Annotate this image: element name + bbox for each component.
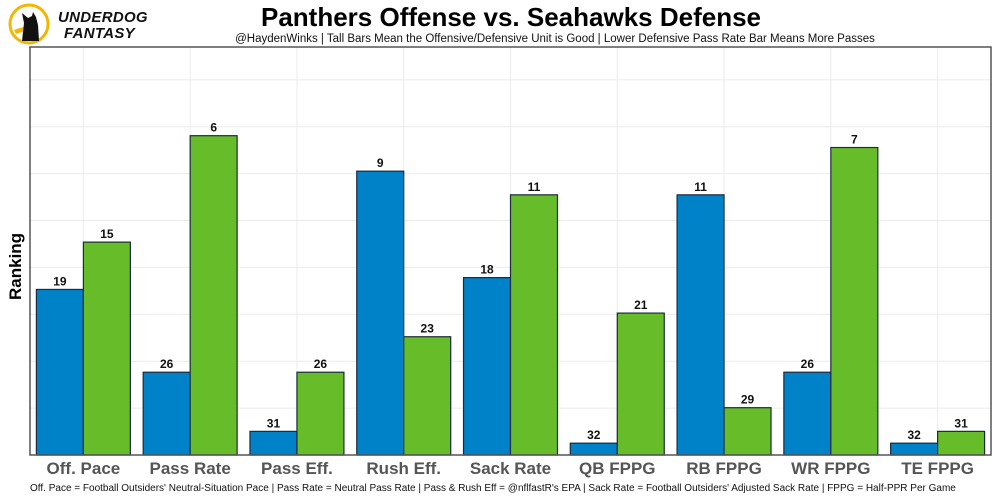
x-tick-label: QB FPPG	[579, 459, 656, 478]
data-label: 31	[954, 416, 968, 430]
data-label: 9	[377, 156, 384, 170]
bar-defense	[509, 194, 559, 456]
dog-logo-icon	[8, 3, 50, 45]
bar-defense	[189, 135, 238, 456]
brand-wordmark: UNDERDOG FANTASY	[58, 10, 148, 42]
data-label: 26	[160, 357, 174, 371]
data-label: 11	[528, 180, 541, 194]
bar-defense	[937, 430, 986, 456]
data-label: 32	[587, 428, 601, 442]
x-tick-label: Rush Eff.	[366, 459, 441, 478]
data-label: 6	[210, 121, 217, 135]
bar-offense	[890, 442, 939, 456]
data-label: 15	[100, 227, 114, 241]
bar-defense	[296, 371, 345, 456]
bar-offense	[249, 430, 298, 456]
bar-offense	[569, 442, 618, 456]
plot-border	[29, 46, 992, 456]
data-label: 23	[421, 322, 435, 336]
bar-offense	[35, 288, 84, 456]
data-label: 26	[314, 357, 328, 371]
chart-footnote: Off. Pace = Football Outsiders' Neutral-…	[30, 483, 956, 494]
x-tick-label: Pass Eff.	[261, 459, 333, 478]
bar-offense	[676, 194, 725, 456]
underdog-fantasy-logo: UNDERDOG FANTASY	[8, 3, 198, 45]
x-tick-label: WR FPPG	[791, 459, 870, 478]
data-label: 21	[634, 298, 648, 312]
bar-offense	[356, 170, 405, 456]
bar-defense	[82, 241, 131, 456]
brand-line2: FANTASY	[64, 25, 135, 42]
x-tick-label: Sack Rate	[470, 459, 551, 478]
data-label: 18	[480, 263, 494, 277]
bar-offense	[142, 371, 191, 456]
bar-offense	[783, 371, 832, 456]
data-label: 19	[53, 274, 67, 288]
data-label: 7	[851, 133, 858, 147]
x-tick-label: TE FPPG	[901, 459, 974, 478]
bar-defense	[830, 146, 879, 456]
bar-defense	[403, 336, 452, 456]
bar-defense	[723, 407, 772, 456]
data-label: 31	[267, 416, 281, 430]
data-label: 29	[741, 393, 755, 407]
x-tick-label: Off. Pace	[47, 459, 121, 478]
bar-offense	[462, 277, 512, 456]
bar-defense	[616, 312, 665, 456]
x-tick-label: RB FPPG	[686, 459, 762, 478]
data-label: 26	[801, 357, 815, 371]
x-tick-label: Pass Rate	[150, 459, 231, 478]
data-label: 32	[907, 428, 921, 442]
brand-line1: UNDERDOG	[58, 9, 148, 26]
chart-title: Panthers Offense vs. Seahawks Defense	[260, 2, 761, 32]
chart-subtitle: @HaydenWinks | Tall Bars Mean the Offens…	[235, 33, 875, 45]
data-label: 11	[694, 180, 707, 194]
